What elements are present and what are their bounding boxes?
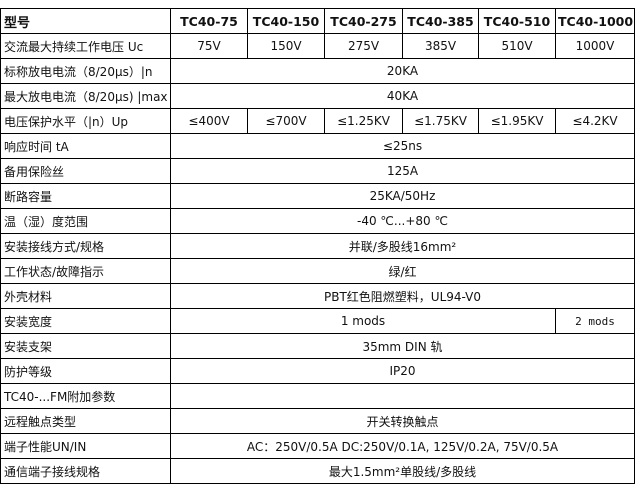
row-label: 最大放电电流（8/20μs) |max bbox=[0, 83, 171, 109]
row-label: 端子性能UN/IN bbox=[0, 433, 171, 459]
row-value: 75V bbox=[170, 33, 248, 59]
row-label: 温（湿）度范围 bbox=[0, 208, 171, 234]
spec-table: 型号 TC40-75 TC40-150 TC40-275 TC40-385 TC… bbox=[0, 8, 635, 484]
table-row: 安装接线方式/规格 并联/多股线16mm² bbox=[0, 233, 635, 259]
row-value: 并联/多股线16mm² bbox=[170, 233, 635, 259]
row-label: 远程触点类型 bbox=[0, 408, 171, 434]
table-row: 远程触点类型 开关转换触点 bbox=[0, 408, 635, 434]
table-row: 外壳材料 PBT红色阻燃塑料，UL94-V0 bbox=[0, 283, 635, 309]
table-row: 端子性能UN/IN AC：250V/0.5A DC:250V/0.1A, 125V… bbox=[0, 433, 635, 459]
row-value: IP20 bbox=[170, 358, 635, 384]
row-value bbox=[170, 383, 635, 409]
row-label: 断路容量 bbox=[0, 183, 171, 209]
table-row: 最大放电电流（8/20μs) |max 40KA bbox=[0, 83, 635, 109]
row-value: 510V bbox=[478, 33, 556, 59]
row-label: 安装宽度 bbox=[0, 308, 171, 334]
row-label: 安装支架 bbox=[0, 333, 171, 359]
row-label: 外壳材料 bbox=[0, 283, 171, 309]
row-value: ≤400V bbox=[170, 108, 248, 134]
table-row: 交流最大持续工作电压 Uc 75V 150V 275V 385V 510V 1000V bbox=[0, 33, 635, 59]
row-value: ≤700V bbox=[247, 108, 325, 134]
row-label: 交流最大持续工作电压 Uc bbox=[0, 33, 171, 59]
table-row: 工作状态/故障指示 绿/红 bbox=[0, 258, 635, 284]
row-value: 25KA/50Hz bbox=[170, 183, 635, 209]
table-row: 标称放电电流（8/20μs）|n 20KA bbox=[0, 58, 635, 84]
model-header: TC40-1000 bbox=[555, 8, 635, 34]
row-value: AC：250V/0.5A DC:250V/0.1A, 125V/0.2A, 75… bbox=[170, 433, 635, 459]
top-gap bbox=[0, 0, 635, 8]
row-value: 275V bbox=[324, 33, 403, 59]
row-value: 40KA bbox=[170, 83, 635, 109]
row-value: ≤1.75KV bbox=[402, 108, 479, 134]
row-label: 安装接线方式/规格 bbox=[0, 233, 171, 259]
row-label: 标称放电电流（8/20μs）|n bbox=[0, 58, 171, 84]
row-label: 通信端子接线规格 bbox=[0, 458, 171, 484]
row-value: 35mm DIN 轨 bbox=[170, 333, 635, 359]
model-header: TC40-150 bbox=[247, 8, 325, 34]
table-row: 通信端子接线规格 最大1.5mm²单股线/多股线 bbox=[0, 458, 635, 484]
row-value: ≤4.2KV bbox=[555, 108, 635, 134]
row-value: PBT红色阻燃塑料，UL94-V0 bbox=[170, 283, 635, 309]
row-label: 防护等级 bbox=[0, 358, 171, 384]
row-value: 绿/红 bbox=[170, 258, 635, 284]
table-row: 安装宽度 1 mods 2 mods bbox=[0, 308, 635, 334]
table-row: 备用保险丝 125A bbox=[0, 158, 635, 184]
table-row: 温（湿）度范围 -40 ℃...+80 ℃ bbox=[0, 208, 635, 234]
row-value: 20KA bbox=[170, 58, 635, 84]
row-value: 1 mods bbox=[170, 308, 556, 334]
table-row: 安装支架 35mm DIN 轨 bbox=[0, 333, 635, 359]
header-row: 型号 TC40-75 TC40-150 TC40-275 TC40-385 TC… bbox=[0, 8, 635, 34]
model-header: TC40-75 bbox=[170, 8, 248, 34]
row-value: 385V bbox=[402, 33, 479, 59]
row-value: -40 ℃...+80 ℃ bbox=[170, 208, 635, 234]
row-value: 150V bbox=[247, 33, 325, 59]
row-value: 开关转换触点 bbox=[170, 408, 635, 434]
row-label: TC40-...FM附加参数 bbox=[0, 383, 171, 409]
row-label: 工作状态/故障指示 bbox=[0, 258, 171, 284]
row-value: 1000V bbox=[555, 33, 635, 59]
row-value: ≤1.25KV bbox=[324, 108, 403, 134]
row-value: 125A bbox=[170, 158, 635, 184]
table-row: 防护等级 IP20 bbox=[0, 358, 635, 384]
header-label: 型号 bbox=[0, 8, 171, 34]
row-label: 电压保护水平（|n）Up bbox=[0, 108, 171, 134]
table-row: 电压保护水平（|n）Up ≤400V ≤700V ≤1.25KV ≤1.75KV ≤1.9… bbox=[0, 108, 635, 134]
table-row: 断路容量 25KA/50Hz bbox=[0, 183, 635, 209]
row-label: 响应时间 tA bbox=[0, 133, 171, 159]
model-header: TC40-275 bbox=[324, 8, 403, 34]
table-row: 响应时间 tA ≤25ns bbox=[0, 133, 635, 159]
row-value: ≤1.95KV bbox=[478, 108, 556, 134]
row-value: ≤25ns bbox=[170, 133, 635, 159]
table-row: TC40-...FM附加参数 bbox=[0, 383, 635, 409]
row-label: 备用保险丝 bbox=[0, 158, 171, 184]
row-value: 2 mods bbox=[555, 308, 635, 334]
row-value: 最大1.5mm²单股线/多股线 bbox=[170, 458, 635, 484]
model-header: TC40-510 bbox=[478, 8, 556, 34]
model-header: TC40-385 bbox=[402, 8, 479, 34]
